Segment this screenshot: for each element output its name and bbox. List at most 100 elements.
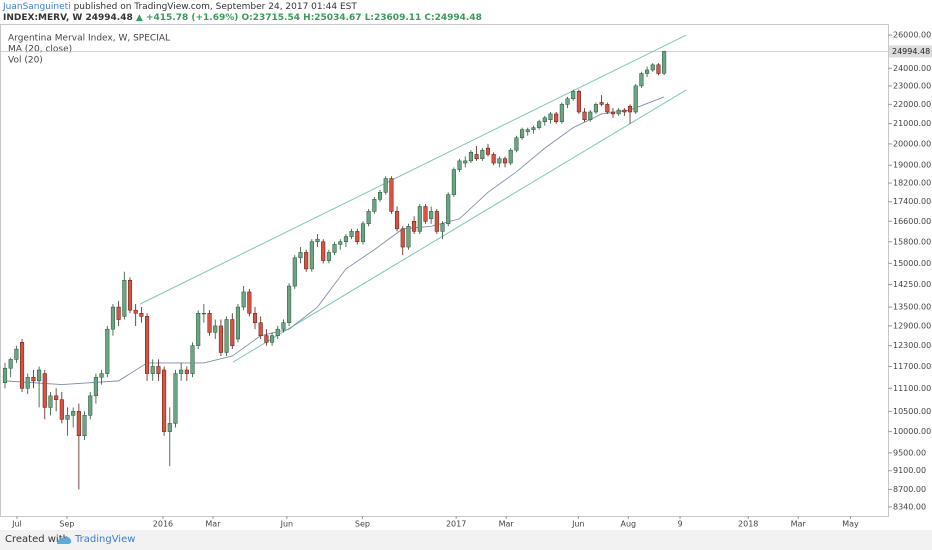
x-tick-label: May	[842, 520, 859, 529]
x-tick-label: Aug	[621, 520, 637, 529]
indicator-label: MA (20, close)	[8, 45, 72, 55]
candle-body	[59, 399, 64, 420]
open: O:23715.54	[241, 13, 301, 23]
candle-body	[139, 312, 144, 317]
candle-body	[247, 291, 252, 314]
y-tick-label: 12900.00	[893, 321, 931, 330]
candle-body	[400, 228, 405, 248]
candle-body	[599, 102, 604, 105]
candle-body	[315, 238, 320, 243]
candle-body	[571, 91, 576, 100]
created-with: Created with	[5, 534, 69, 545]
candle-body	[179, 369, 184, 374]
candle-body	[622, 109, 627, 113]
x-tick-label: 2016	[153, 520, 173, 529]
candle-body	[110, 306, 116, 330]
candle-body	[65, 415, 70, 420]
x-tick-label: Mar	[205, 520, 221, 529]
candle-body	[201, 312, 206, 315]
candle-body	[434, 211, 439, 232]
last: 24994.48	[85, 13, 133, 23]
candle-body	[429, 211, 434, 220]
candle-body	[304, 252, 309, 270]
candle-body	[497, 158, 502, 164]
y-tick-label: 15000.00	[893, 259, 931, 268]
y-tick-label: 23000.00	[893, 81, 931, 90]
y-tick-label: 11100.00	[893, 384, 931, 393]
candle-body	[451, 169, 456, 195]
y-tick-label: 22000.00	[893, 100, 931, 109]
candle-body	[241, 291, 246, 308]
candle-body	[474, 154, 479, 159]
candle-body	[116, 306, 121, 320]
x-tick-label: 2018	[738, 520, 758, 529]
candle-body	[520, 129, 525, 139]
close: C:24994.48	[424, 13, 482, 23]
y-tick-label: 14250.00	[893, 280, 931, 289]
brand[interactable]: TradingView	[75, 534, 136, 545]
candle-body	[167, 423, 172, 432]
candle-body	[468, 152, 473, 162]
candle-body	[645, 69, 650, 74]
candle-body	[88, 395, 93, 416]
candle-body	[457, 160, 462, 170]
x-tick-label: Sep	[59, 520, 74, 529]
candle-body	[383, 178, 388, 193]
candle-body	[537, 121, 542, 128]
candle-body	[502, 158, 508, 164]
candle-body	[377, 192, 383, 200]
candle-body	[582, 111, 587, 120]
candle-body	[275, 328, 280, 336]
candle-body	[633, 85, 638, 113]
published: published on TradingView.com, September …	[73, 2, 357, 12]
candle-body	[366, 211, 371, 225]
candle-body	[76, 411, 81, 437]
candle-body	[82, 415, 87, 437]
candle-body	[292, 257, 297, 287]
candle-body	[542, 117, 547, 122]
author[interactable]: JuanSanguineti	[3, 2, 71, 12]
candle-body	[650, 64, 655, 71]
x-tick-label: Mar	[499, 520, 515, 529]
chart: Argentina Merval Index, W, SPECIAL MA (2…	[0, 24, 932, 529]
candle-body	[54, 395, 59, 400]
candle-body	[343, 236, 348, 243]
candle-body	[264, 335, 269, 343]
candle-body	[639, 73, 644, 87]
candle-body	[508, 149, 513, 164]
x-tick-label: Jul	[11, 520, 22, 529]
candle-body	[213, 325, 218, 333]
candle-body	[355, 231, 360, 243]
candle-body	[372, 199, 377, 212]
x-tick-label: 9	[677, 520, 682, 529]
candle-body	[173, 373, 178, 424]
indicator-label: Vol (20)	[8, 56, 43, 66]
candle-body	[349, 231, 354, 237]
y-tick-label: 20000.00	[893, 139, 931, 148]
candle-body	[588, 111, 593, 120]
candle-body	[412, 221, 417, 232]
y-tick-label: 8700.00	[893, 485, 926, 494]
candle-body	[93, 376, 98, 397]
candle-body	[224, 319, 229, 353]
candle-body	[417, 206, 422, 232]
candle-body	[360, 223, 366, 243]
y-tick-label: 8340.00	[893, 502, 926, 511]
candle-body	[338, 241, 343, 245]
candle-body	[491, 154, 496, 164]
symbol: INDEX:MERV, W	[3, 13, 83, 23]
y-tick-label: 24000.00	[893, 64, 931, 73]
candle-body	[332, 244, 337, 253]
trendline	[232, 89, 687, 363]
candle-body	[133, 309, 138, 314]
candle-body	[395, 211, 400, 230]
candle-body	[326, 252, 331, 261]
y-tick-label: 13500.00	[893, 303, 931, 312]
x-tick-label: Mar	[791, 520, 807, 529]
candle-body	[389, 178, 394, 212]
candle-body	[298, 252, 303, 259]
candle-body	[480, 149, 485, 159]
candle-body	[14, 348, 19, 360]
x-tick-label: Jun	[571, 520, 585, 529]
